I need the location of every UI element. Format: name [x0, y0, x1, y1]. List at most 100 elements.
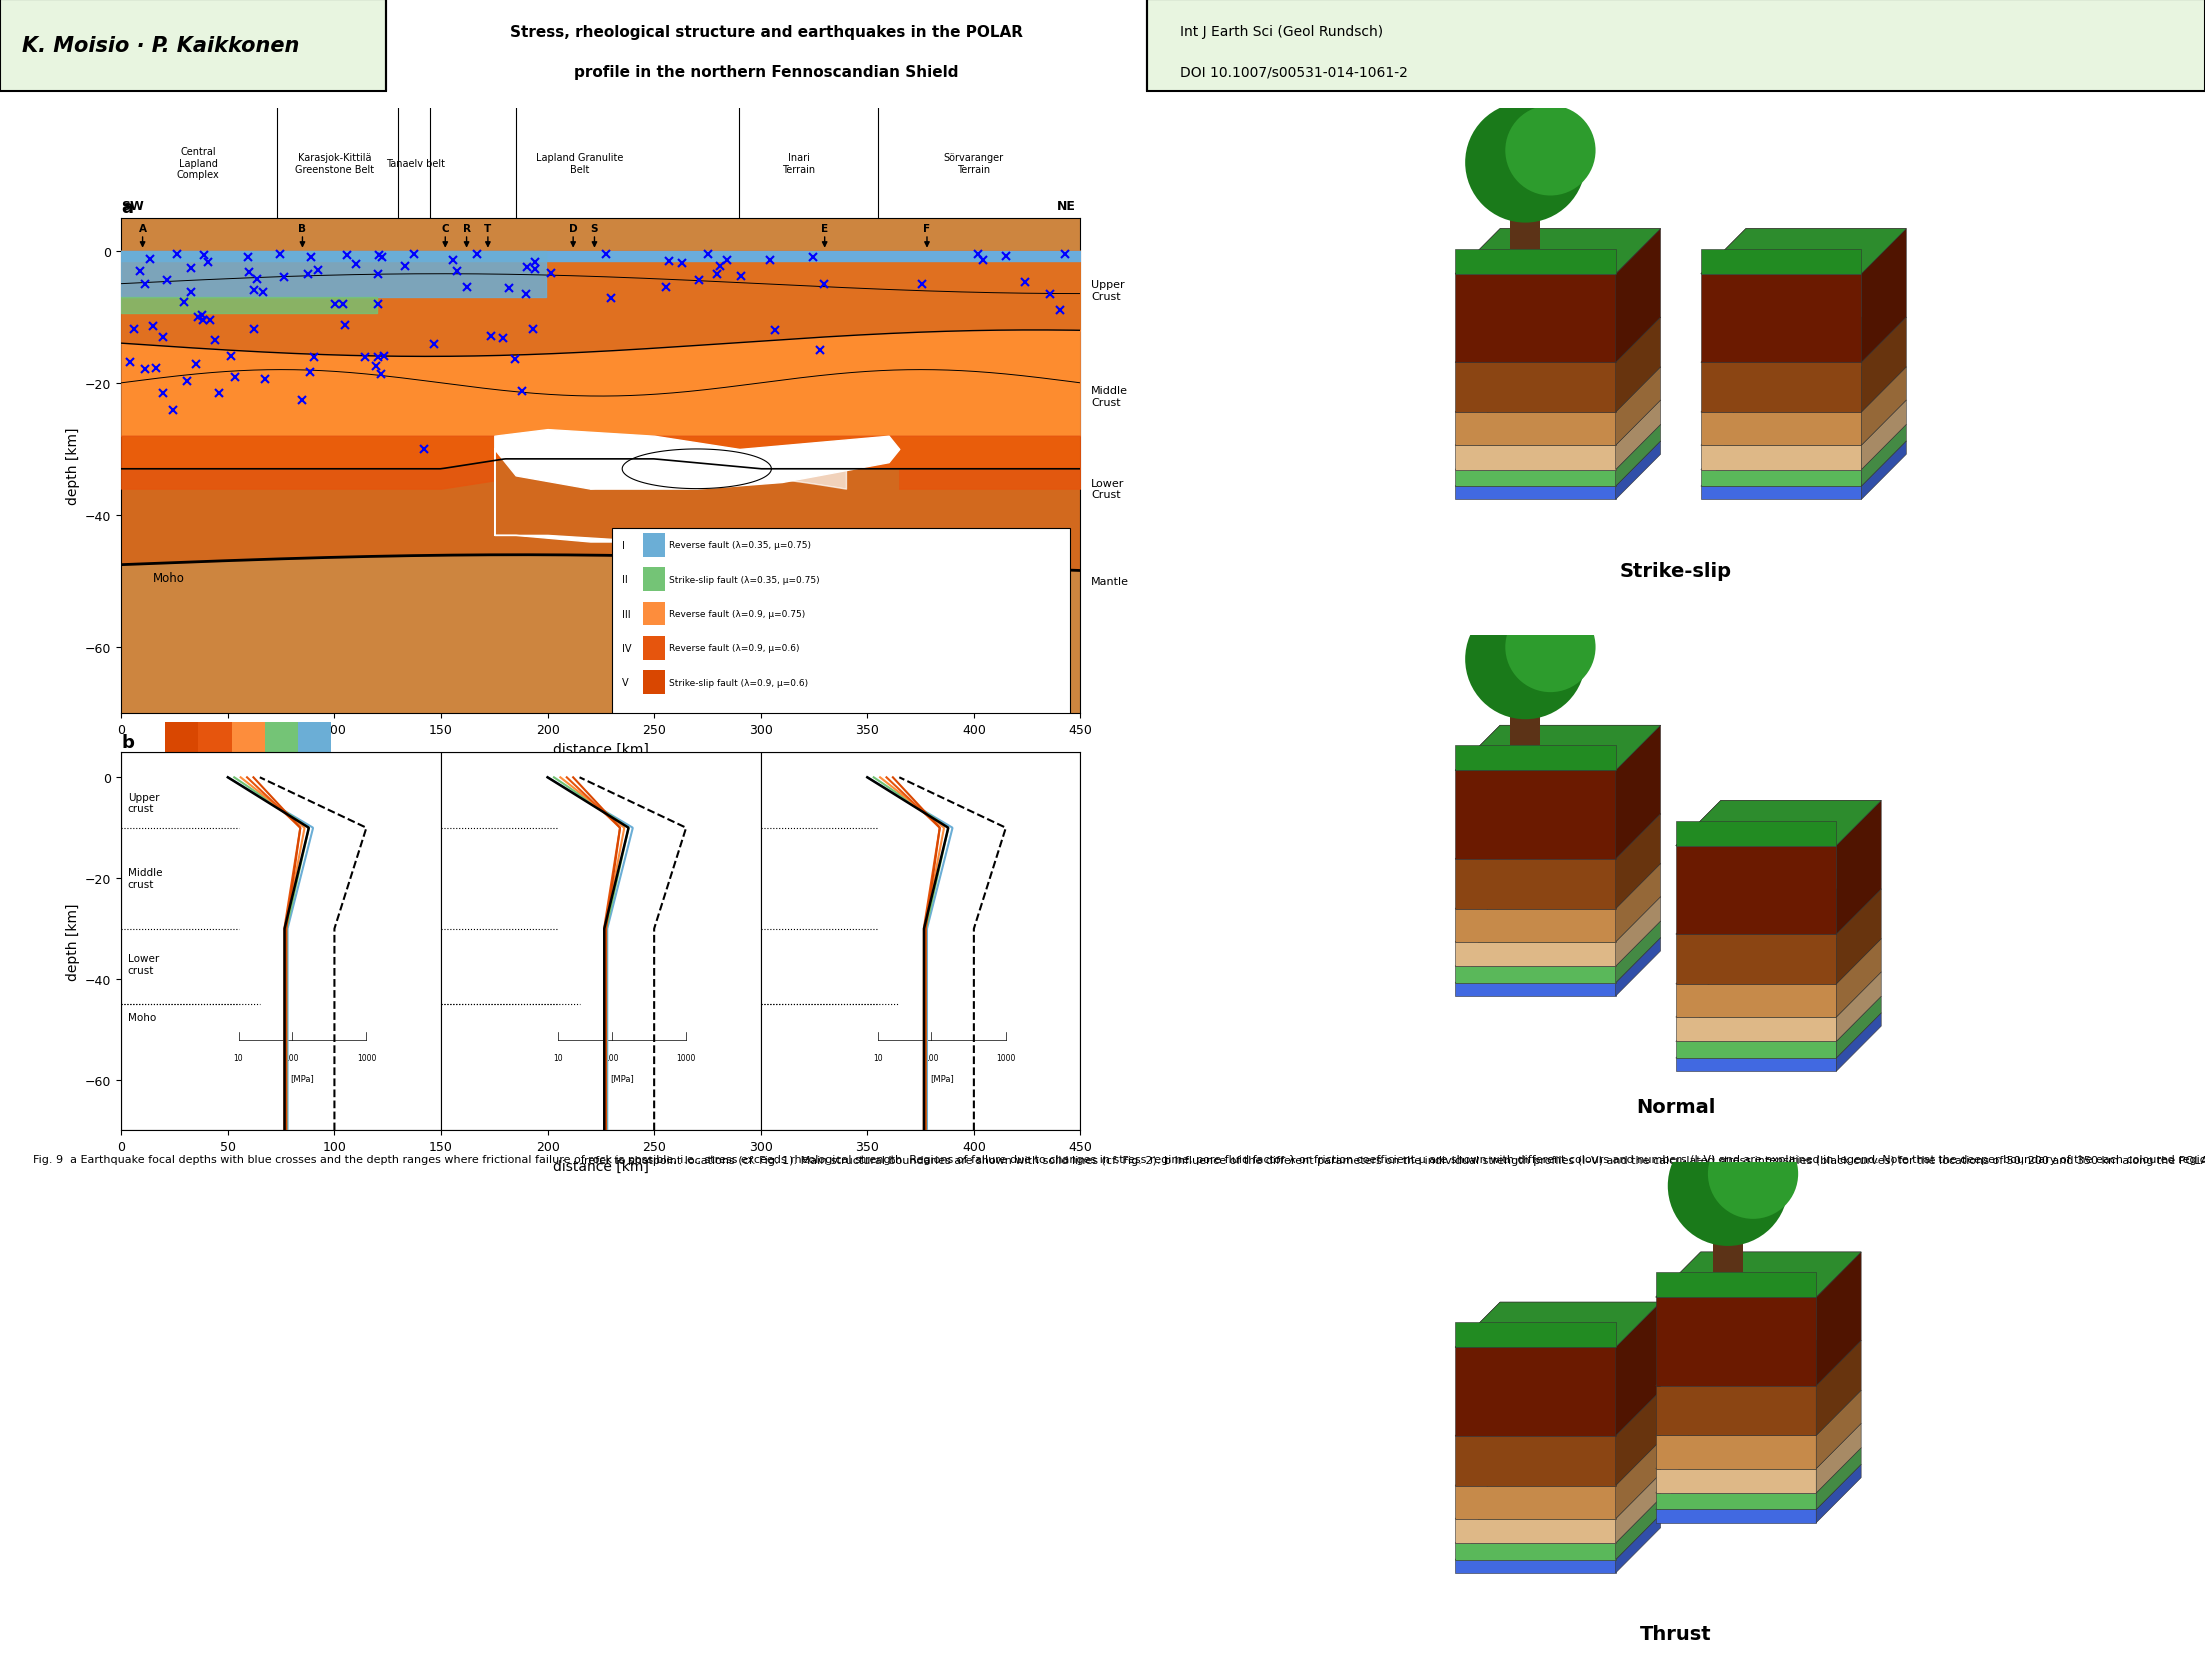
- Polygon shape: [1676, 1013, 1881, 1058]
- Bar: [644, 603, 666, 627]
- Text: 1000: 1000: [997, 1053, 1017, 1062]
- Text: Reverse fault (λ=0.9, μ=0.75): Reverse fault (λ=0.9, μ=0.75): [668, 610, 805, 618]
- Polygon shape: [1455, 1473, 1660, 1519]
- Bar: [644, 568, 666, 591]
- Text: refer to shotpoint locations (cf. Fig. 1). Main structural boundaries are shown : refer to shotpoint locations (cf. Fig. 1…: [584, 1154, 2205, 1166]
- Polygon shape: [1455, 1347, 1616, 1436]
- Text: NE: NE: [1058, 200, 1076, 213]
- Polygon shape: [1455, 1302, 1660, 1347]
- Polygon shape: [1700, 230, 1907, 274]
- Text: Fig. 9  a Earthquake focal depths with blue crosses and the depth ranges where f: Fig. 9 a Earthquake focal depths with bl…: [33, 1154, 2205, 1164]
- Polygon shape: [1455, 864, 1660, 909]
- Polygon shape: [1455, 274, 1616, 363]
- Polygon shape: [1455, 746, 1616, 771]
- Circle shape: [1464, 600, 1585, 719]
- Text: Upper
crust: Upper crust: [128, 793, 159, 813]
- Polygon shape: [1861, 230, 1907, 363]
- Polygon shape: [1616, 230, 1660, 363]
- Polygon shape: [1656, 1465, 1861, 1510]
- Polygon shape: [1861, 425, 1907, 487]
- Polygon shape: [1676, 996, 1881, 1042]
- Text: [MPa]: [MPa]: [611, 1074, 635, 1082]
- Circle shape: [1506, 603, 1596, 692]
- Text: Int J Earth Sci (Geol Rundsch): Int J Earth Sci (Geol Rundsch): [1180, 25, 1383, 39]
- Polygon shape: [1616, 442, 1660, 501]
- Polygon shape: [1817, 1341, 1861, 1435]
- Polygon shape: [1616, 922, 1660, 983]
- Text: Middle
crust: Middle crust: [128, 869, 163, 889]
- Polygon shape: [1455, 1559, 1616, 1572]
- Polygon shape: [1700, 318, 1907, 363]
- Polygon shape: [1616, 937, 1660, 996]
- Text: Sörvaranger
Terrain: Sörvaranger Terrain: [944, 153, 1003, 175]
- Polygon shape: [1455, 922, 1660, 966]
- Polygon shape: [1817, 1465, 1861, 1522]
- Polygon shape: [1455, 445, 1616, 470]
- Bar: [165, 722, 198, 753]
- Bar: [644, 637, 666, 660]
- Bar: [298, 722, 331, 753]
- Text: B: B: [298, 223, 306, 234]
- Polygon shape: [1616, 402, 1660, 470]
- Polygon shape: [1676, 984, 1837, 1018]
- Text: Stress, rheological structure and earthquakes in the POLAR: Stress, rheological structure and earthq…: [509, 25, 1023, 40]
- Bar: [0, 0, 386, 92]
- Text: Upper
Crust: Upper Crust: [1091, 281, 1125, 302]
- Polygon shape: [1861, 402, 1907, 470]
- Polygon shape: [1455, 470, 1616, 487]
- Polygon shape: [1700, 470, 1861, 487]
- Circle shape: [1667, 1126, 1788, 1247]
- Text: K. Moisio · P. Kaikkonen: K. Moisio · P. Kaikkonen: [22, 37, 300, 55]
- Text: Reverse fault (λ=0.35, μ=0.75): Reverse fault (λ=0.35, μ=0.75): [668, 541, 811, 549]
- Polygon shape: [1455, 230, 1660, 274]
- Polygon shape: [1676, 801, 1881, 847]
- Polygon shape: [1616, 864, 1660, 942]
- Polygon shape: [1676, 889, 1881, 934]
- Polygon shape: [1455, 425, 1660, 470]
- Polygon shape: [1455, 966, 1616, 983]
- Polygon shape: [1616, 1515, 1660, 1572]
- Y-axis label: depth [km]: depth [km]: [66, 427, 79, 506]
- Polygon shape: [1700, 402, 1907, 445]
- Text: 100: 100: [604, 1053, 620, 1062]
- Text: Thrust: Thrust: [1641, 1625, 1711, 1643]
- Polygon shape: [1455, 937, 1660, 983]
- Text: C: C: [441, 223, 450, 234]
- Bar: [1713, 1221, 1742, 1272]
- Polygon shape: [1656, 1391, 1861, 1435]
- Text: 100: 100: [284, 1053, 300, 1062]
- Polygon shape: [1656, 1435, 1817, 1468]
- Text: Reverse fault (λ=0.9, μ=0.6): Reverse fault (λ=0.9, μ=0.6): [668, 643, 800, 654]
- FancyBboxPatch shape: [611, 529, 1069, 714]
- Polygon shape: [1676, 822, 1837, 847]
- Text: A: A: [139, 223, 146, 234]
- Polygon shape: [1817, 1391, 1861, 1468]
- Polygon shape: [1455, 726, 1660, 771]
- Polygon shape: [1455, 442, 1660, 487]
- Text: Strike-slip fault (λ=0.35, μ=0.75): Strike-slip fault (λ=0.35, μ=0.75): [668, 575, 820, 585]
- Polygon shape: [1700, 442, 1907, 487]
- Polygon shape: [1455, 1322, 1616, 1347]
- Polygon shape: [1616, 318, 1660, 413]
- Polygon shape: [1616, 1473, 1660, 1544]
- Polygon shape: [1455, 815, 1660, 860]
- Text: R: R: [463, 223, 470, 234]
- Text: 10: 10: [553, 1053, 562, 1062]
- Polygon shape: [1656, 1423, 1861, 1468]
- Polygon shape: [1455, 909, 1616, 942]
- Text: Middle
Crust: Middle Crust: [1091, 386, 1129, 408]
- Polygon shape: [1676, 847, 1837, 934]
- Text: Tanaelv belt: Tanaelv belt: [386, 160, 445, 168]
- Text: Strike-slip fault (λ=0.9, μ=0.6): Strike-slip fault (λ=0.9, μ=0.6): [668, 679, 809, 687]
- X-axis label: distance [km]: distance [km]: [553, 1159, 648, 1173]
- Bar: [1510, 696, 1541, 746]
- Polygon shape: [1837, 1013, 1881, 1072]
- Polygon shape: [1837, 939, 1881, 1018]
- Polygon shape: [1616, 1302, 1660, 1436]
- Text: Moho: Moho: [154, 571, 185, 585]
- Polygon shape: [1455, 1391, 1660, 1436]
- Text: 10: 10: [234, 1053, 243, 1062]
- Bar: [441, 753, 761, 1131]
- Polygon shape: [1455, 1515, 1660, 1559]
- Text: Lower
Crust: Lower Crust: [1091, 479, 1125, 501]
